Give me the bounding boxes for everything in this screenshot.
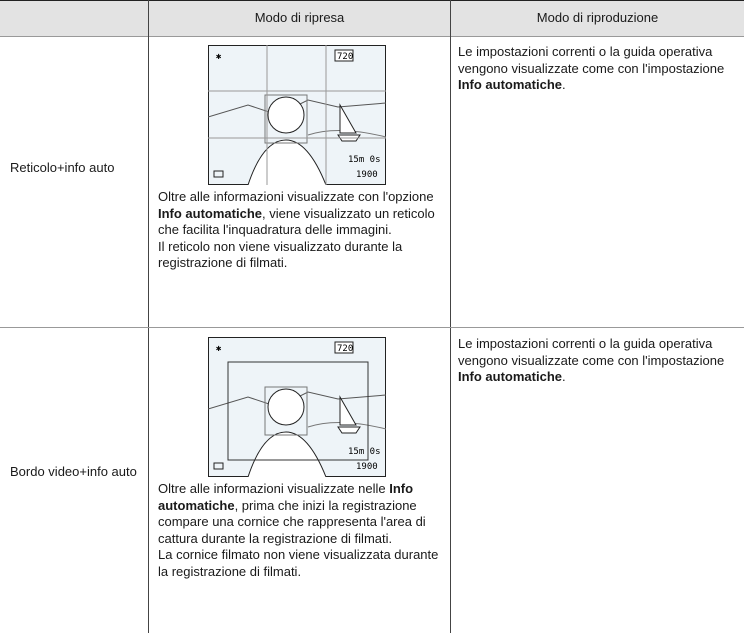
cell-text: Le impostazioni correnti o la guida oper… bbox=[458, 336, 743, 386]
column-divider bbox=[450, 0, 451, 633]
text: . bbox=[562, 77, 566, 92]
text: Le impostazioni correnti o la guida oper… bbox=[458, 44, 725, 76]
header-cell: Modo di ripresa bbox=[254, 10, 345, 25]
screen-label: 1900 bbox=[356, 462, 378, 472]
svg-text:✱: ✱ bbox=[216, 52, 222, 62]
screen-label: 1900 bbox=[356, 170, 378, 180]
bold-text: Info automatiche bbox=[158, 481, 414, 513]
text: Oltre alle informazioni visualizzate nel… bbox=[158, 481, 390, 496]
screen-label: 15m 0s bbox=[348, 155, 381, 165]
text: , viene visualizzato un reticolo che fac… bbox=[158, 205, 435, 238]
screen-label: 720 bbox=[337, 52, 353, 62]
text: Oltre alle informazioni visualizzate con… bbox=[158, 189, 434, 204]
text: , prima che inizi la registrazione compa… bbox=[158, 497, 426, 546]
cell-text: Le impostazioni correnti o la guida oper… bbox=[458, 44, 743, 94]
text: Il reticolo non viene visualizzato duran… bbox=[158, 238, 403, 271]
header-cell: Modo di riproduzione bbox=[536, 10, 659, 25]
screen-label: 15m 0s bbox=[348, 447, 381, 457]
row-label: Reticolo+info auto bbox=[10, 160, 115, 175]
screen-label: 720 bbox=[337, 344, 353, 354]
bold-text: Info automatiche bbox=[458, 369, 563, 384]
header-row bbox=[0, 0, 744, 37]
bold-text: Info automatiche bbox=[458, 77, 563, 92]
screen-illustration: ✱ 720 15m 0s 1900 bbox=[208, 45, 386, 185]
cell-text: Oltre alle informazioni visualizzate nel… bbox=[158, 481, 443, 580]
screen-illustration: ✱ 720 15m 0s 1900 bbox=[208, 337, 386, 477]
text: La cornice filmato non viene visualizzat… bbox=[158, 547, 439, 579]
text: . bbox=[562, 369, 566, 384]
bold-text: Info automatiche bbox=[158, 205, 263, 221]
text: Le impostazioni correnti o la guida oper… bbox=[458, 336, 725, 368]
column-divider bbox=[148, 0, 149, 633]
svg-text:✱: ✱ bbox=[216, 344, 222, 354]
row-divider bbox=[0, 327, 744, 328]
row-label: Bordo video+info auto bbox=[10, 464, 137, 479]
cell-text: Oltre alle informazioni visualizzate con… bbox=[158, 189, 443, 272]
